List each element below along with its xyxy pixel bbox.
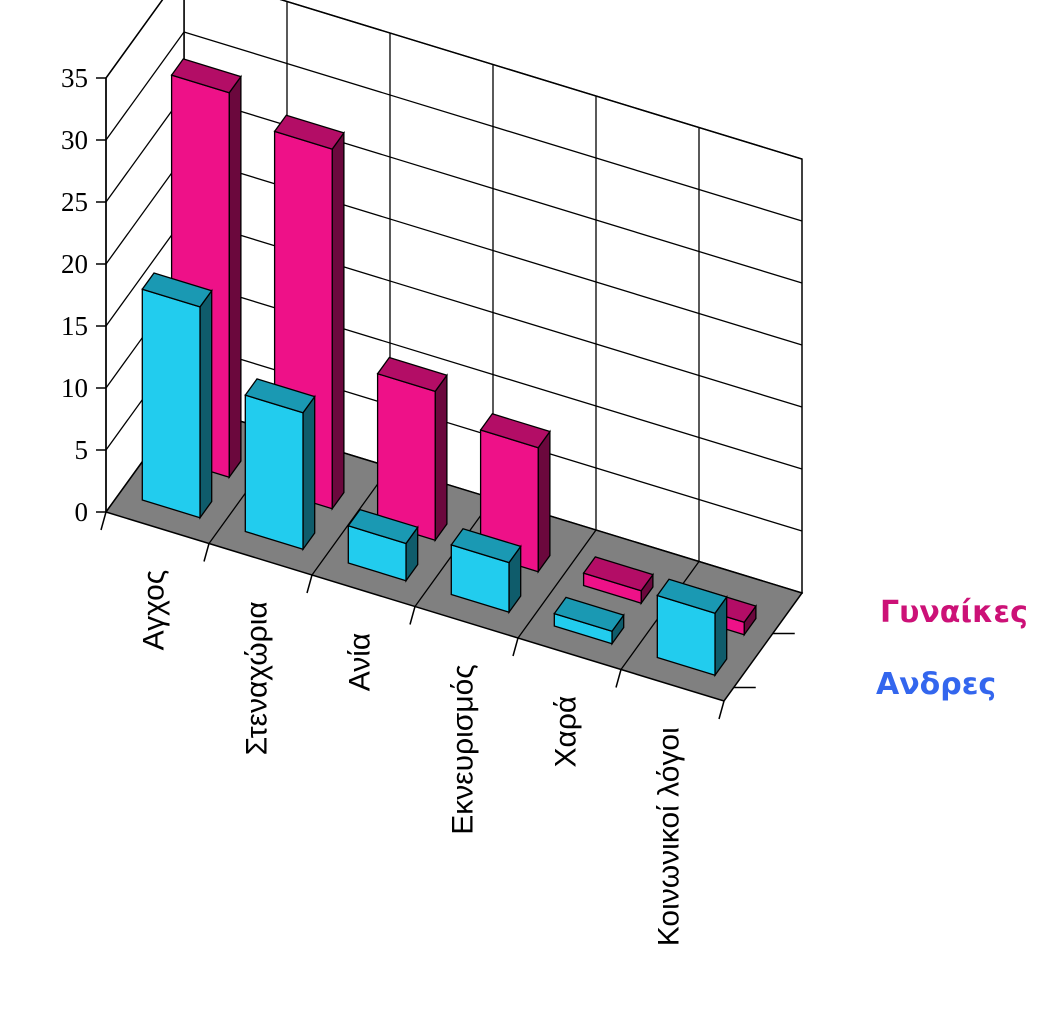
legend-entry: Γυναίκες [880, 595, 1028, 630]
y-tick-label: 0 [75, 497, 89, 527]
bar-side-face [331, 130, 345, 511]
bar-top-face [450, 527, 522, 564]
bar-top-face [376, 356, 448, 393]
bars [141, 58, 757, 678]
y-tick-label: 35 [61, 63, 88, 93]
bar-top-face [170, 58, 242, 94]
legend: Γυναίκες Ανδρες [876, 595, 1028, 702]
category-label: Χαρά [550, 696, 583, 768]
bar-side-face [228, 74, 242, 480]
bar-top-face [347, 508, 419, 545]
category-label: Εκνευρισμός [447, 664, 480, 834]
category-label: Ανία [344, 633, 377, 691]
bar-top-face [582, 556, 654, 592]
axes [96, 77, 795, 720]
x-axis-tick [100, 511, 107, 531]
bar [553, 596, 625, 646]
bar-top-face [553, 596, 625, 633]
bar-top-face [656, 578, 728, 614]
floor-divider [517, 529, 597, 639]
y-tick-label: 30 [61, 125, 88, 155]
category-label: Στεναχώρια [241, 601, 274, 755]
y-tick-labels: 0 5 10 15 20 25 30 35 [61, 63, 88, 527]
y-tick-label: 5 [75, 435, 89, 465]
bar-front-face [141, 288, 201, 519]
bar-top-face [273, 114, 345, 150]
bar [656, 578, 728, 678]
bar [479, 413, 551, 574]
bar-front-face [244, 394, 304, 551]
bar [450, 527, 522, 615]
y-tick-label: 10 [61, 373, 88, 403]
bar [141, 272, 213, 520]
bar [244, 378, 316, 552]
bar-side-face [302, 394, 316, 552]
bar-top-face [244, 378, 316, 414]
bar-top-face [141, 272, 213, 308]
x-axis-tick [718, 700, 725, 720]
y-tick-label: 15 [61, 311, 88, 341]
x-axis-tick [306, 574, 313, 594]
bar [347, 508, 419, 583]
x-axis-tick [512, 637, 519, 657]
y-tick-label: 20 [61, 249, 88, 279]
category-label: Αγχος [138, 570, 171, 651]
bar-front-face [376, 372, 436, 542]
x-axis-tick [615, 669, 622, 688]
bar-top-face [479, 413, 551, 449]
legend-entry: Ανδρες [876, 667, 996, 702]
category-labels: Αγχος Στεναχώρια Ανία Εκνευρισμός Χαρά Κοινων… [138, 570, 686, 946]
bar [376, 356, 448, 543]
x-axis-tick [409, 606, 416, 625]
y-tick-label: 25 [61, 187, 88, 217]
bar-side-face [199, 288, 213, 520]
bar [582, 556, 654, 606]
x-axis-tick [203, 543, 210, 562]
bar-side-face [434, 373, 448, 543]
category-label: Κοινωνικοί λόγοι [653, 727, 686, 946]
bar-side-face [537, 429, 551, 574]
